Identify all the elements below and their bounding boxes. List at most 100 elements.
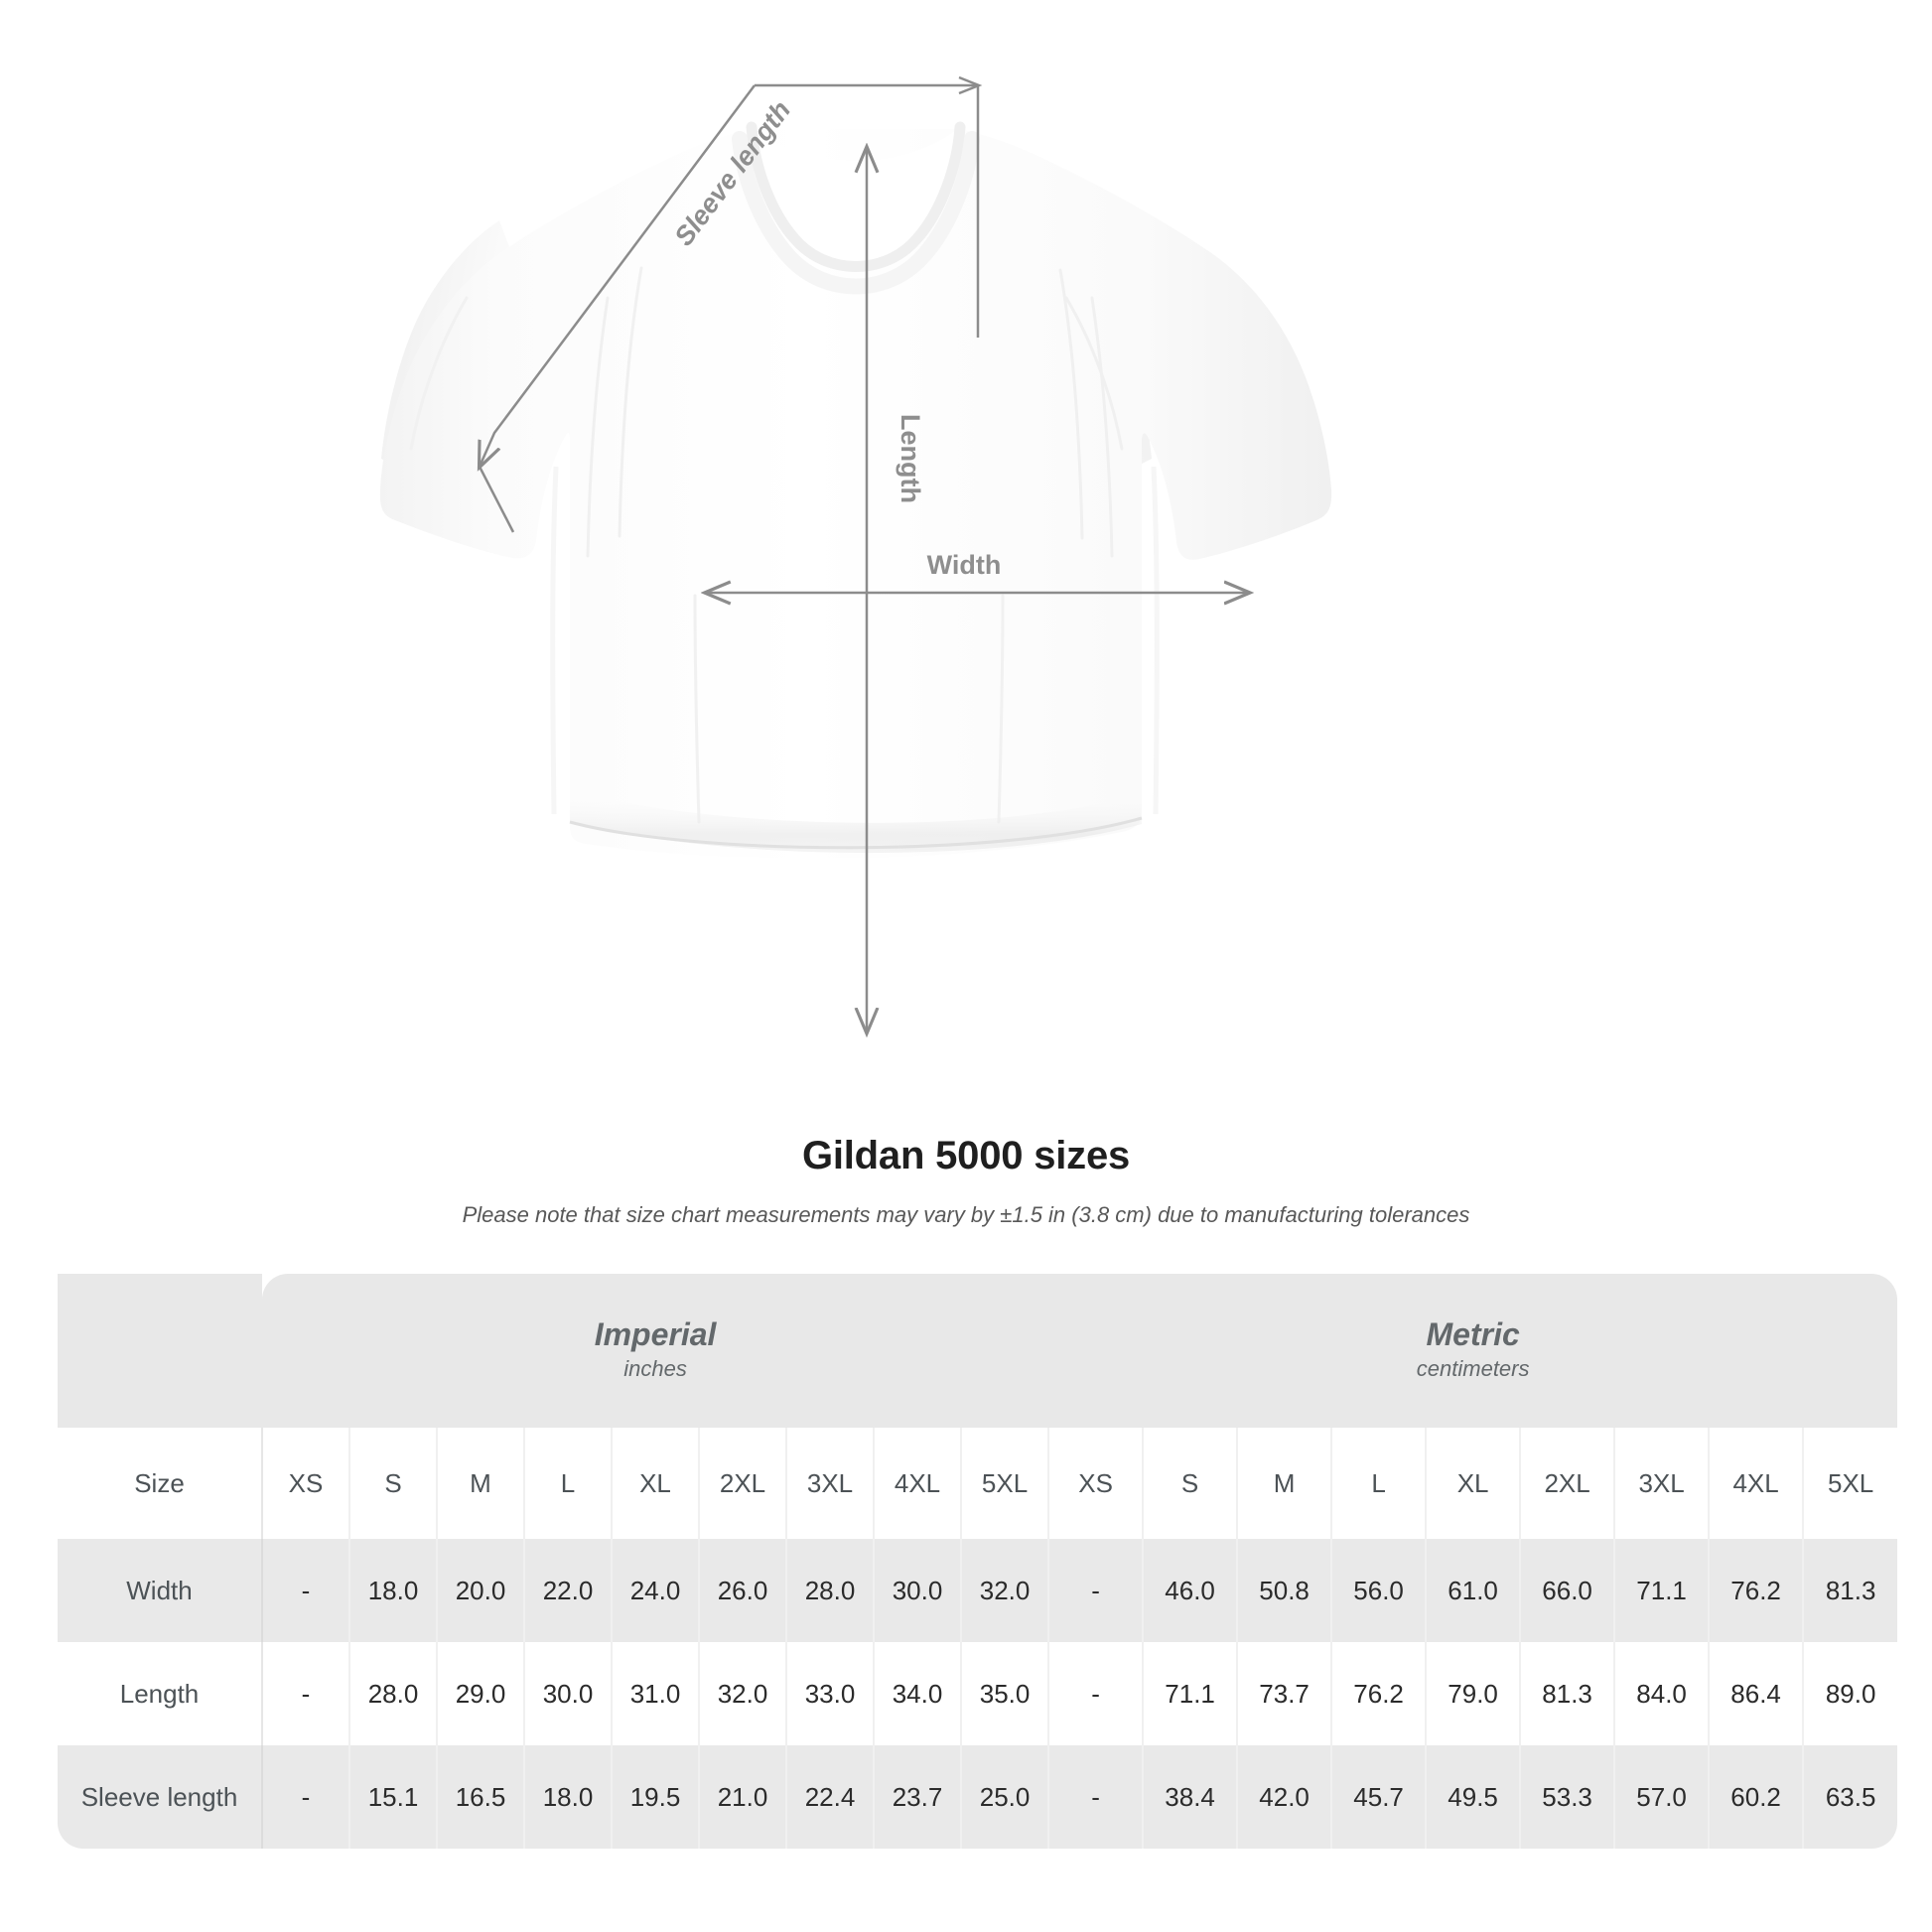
cell-sleeve-length-imperial-2xl: 21.0 bbox=[699, 1745, 787, 1849]
row-label-sleeve-length: Sleeve length bbox=[58, 1745, 263, 1849]
cell-length-imperial-m: 29.0 bbox=[437, 1642, 525, 1745]
cell-length-imperial-4xl: 34.0 bbox=[874, 1642, 962, 1745]
unit-group-sub: centimeters bbox=[1416, 1356, 1530, 1382]
cell-length-imperial-xs: - bbox=[262, 1642, 350, 1745]
size-header-imperial-l: L bbox=[524, 1428, 613, 1539]
unit-group-metric: Metric centimeters bbox=[1048, 1274, 1898, 1428]
size-header-metric-xs: XS bbox=[1048, 1428, 1145, 1539]
cell-length-imperial-s: 28.0 bbox=[349, 1642, 438, 1745]
cell-sleeve-length-imperial-xl: 19.5 bbox=[612, 1745, 700, 1849]
size-header-label: Size bbox=[58, 1428, 263, 1539]
cell-length-imperial-5xl: 35.0 bbox=[961, 1642, 1050, 1745]
title-block: Gildan 5000 sizes Please note that size … bbox=[0, 1132, 1932, 1230]
cell-length-metric-2xl: 81.3 bbox=[1520, 1642, 1616, 1745]
size-header-metric-3xl: 3XL bbox=[1614, 1428, 1711, 1539]
cell-length-metric-4xl: 86.4 bbox=[1709, 1642, 1805, 1745]
cell-sleeve-length-imperial-xs: - bbox=[262, 1745, 350, 1849]
cell-length-metric-5xl: 89.0 bbox=[1803, 1642, 1898, 1745]
unit-group-imperial: Imperial inches bbox=[262, 1274, 1049, 1428]
size-header-metric-2xl: 2XL bbox=[1520, 1428, 1616, 1539]
cell-width-imperial-xl: 24.0 bbox=[612, 1539, 700, 1642]
cell-width-metric-xl: 61.0 bbox=[1426, 1539, 1522, 1642]
cell-width-metric-s: 46.0 bbox=[1143, 1539, 1239, 1642]
size-header-imperial-xl: XL bbox=[612, 1428, 700, 1539]
cell-width-metric-3xl: 71.1 bbox=[1614, 1539, 1711, 1642]
cell-length-metric-s: 71.1 bbox=[1143, 1642, 1239, 1745]
cell-width-metric-5xl: 81.3 bbox=[1803, 1539, 1898, 1642]
cell-length-metric-m: 73.7 bbox=[1237, 1642, 1333, 1745]
tshirt-shape bbox=[379, 121, 1332, 859]
cell-length-metric-l: 76.2 bbox=[1331, 1642, 1428, 1745]
size-header-metric-m: M bbox=[1237, 1428, 1333, 1539]
cell-length-imperial-2xl: 32.0 bbox=[699, 1642, 787, 1745]
cell-sleeve-length-metric-xs: - bbox=[1048, 1745, 1145, 1849]
unit-header-row: Imperial inches Metric centimeters bbox=[58, 1274, 1898, 1428]
measurement-lines bbox=[478, 75, 1249, 1033]
cell-width-metric-xs: - bbox=[1048, 1539, 1145, 1642]
cell-width-metric-l: 56.0 bbox=[1331, 1539, 1428, 1642]
size-header-imperial-s: S bbox=[349, 1428, 438, 1539]
sleeve-end-tick bbox=[478, 466, 515, 533]
size-chart-table: Imperial inches Metric centimeters Size XS S M L… bbox=[58, 1274, 1898, 1849]
cell-sleeve-length-imperial-l: 18.0 bbox=[524, 1745, 613, 1849]
unit-corner-cell bbox=[58, 1274, 262, 1428]
size-header-metric-xl: XL bbox=[1426, 1428, 1522, 1539]
cell-width-metric-4xl: 76.2 bbox=[1709, 1539, 1805, 1642]
page-title: Gildan 5000 sizes bbox=[801, 1134, 1131, 1177]
cell-sleeve-length-metric-l: 45.7 bbox=[1331, 1745, 1428, 1849]
cell-sleeve-length-imperial-4xl: 23.7 bbox=[874, 1745, 962, 1849]
cell-sleeve-length-metric-xl: 49.5 bbox=[1426, 1745, 1522, 1849]
unit-group-sub: inches bbox=[623, 1356, 687, 1382]
size-header-metric-5xl: 5XL bbox=[1803, 1428, 1898, 1539]
cell-width-imperial-s: 18.0 bbox=[349, 1539, 438, 1642]
cell-width-imperial-4xl: 30.0 bbox=[874, 1539, 962, 1642]
cell-width-imperial-xs: - bbox=[262, 1539, 350, 1642]
size-header-imperial-m: M bbox=[437, 1428, 525, 1539]
size-header-imperial-2xl: 2XL bbox=[699, 1428, 787, 1539]
size-header-imperial-4xl: 4XL bbox=[874, 1428, 962, 1539]
size-header-row: Size XS S M L XL 2XL 3XL 4XL 5XL XS S M L XL 2XL 3XL 4XL 5… bbox=[58, 1428, 1898, 1539]
cell-sleeve-length-imperial-m: 16.5 bbox=[437, 1745, 525, 1849]
cell-width-metric-2xl: 66.0 bbox=[1520, 1539, 1616, 1642]
length-label: Length bbox=[896, 414, 925, 503]
cell-sleeve-length-imperial-s: 15.1 bbox=[349, 1745, 438, 1849]
cell-sleeve-length-metric-3xl: 57.0 bbox=[1614, 1745, 1711, 1849]
unit-group-name: Imperial bbox=[594, 1315, 717, 1352]
cell-sleeve-length-metric-5xl: 63.5 bbox=[1803, 1745, 1898, 1849]
cell-width-metric-m: 50.8 bbox=[1237, 1539, 1333, 1642]
width-label: Width bbox=[927, 550, 1002, 580]
tolerance-note: Please note that size chart measurements… bbox=[462, 1202, 1470, 1227]
cell-sleeve-length-metric-m: 42.0 bbox=[1237, 1745, 1333, 1849]
size-header-imperial-xs: XS bbox=[262, 1428, 350, 1539]
cell-sleeve-length-imperial-5xl: 25.0 bbox=[961, 1745, 1050, 1849]
cell-length-imperial-l: 30.0 bbox=[524, 1642, 613, 1745]
cell-width-imperial-3xl: 28.0 bbox=[786, 1539, 875, 1642]
cell-sleeve-length-metric-4xl: 60.2 bbox=[1709, 1745, 1805, 1849]
cell-width-imperial-l: 22.0 bbox=[524, 1539, 613, 1642]
row-label-length: Length bbox=[58, 1642, 263, 1745]
table-row: Sleeve length -15.1 16.5 18.0 19.5 21.0 22.4 23… bbox=[58, 1745, 1898, 1849]
tshirt-diagram: Sleeve length Length Width bbox=[379, 75, 1332, 1112]
cell-length-imperial-xl: 31.0 bbox=[612, 1642, 700, 1745]
cell-sleeve-length-metric-s: 38.4 bbox=[1143, 1745, 1239, 1849]
row-label-width: Width bbox=[58, 1539, 263, 1642]
tshirt-illustration: Sleeve length Length Width bbox=[379, 75, 1332, 1112]
cell-sleeve-length-imperial-3xl: 22.4 bbox=[786, 1745, 875, 1849]
cell-length-imperial-3xl: 33.0 bbox=[786, 1642, 875, 1745]
table-row: Length -28.0 29.0 30.0 31.0 32.0 33.0 34.0 35.0-… bbox=[58, 1642, 1898, 1745]
cell-length-metric-xs: - bbox=[1048, 1642, 1145, 1745]
size-header-metric-s: S bbox=[1143, 1428, 1239, 1539]
size-header-imperial-5xl: 5XL bbox=[961, 1428, 1050, 1539]
size-header-imperial-3xl: 3XL bbox=[786, 1428, 875, 1539]
size-header-metric-4xl: 4XL bbox=[1709, 1428, 1805, 1539]
unit-group-name: Metric bbox=[1426, 1315, 1520, 1352]
sleeve-diagonal bbox=[480, 84, 757, 467]
sleeve-arrowhead bbox=[958, 75, 983, 95]
cell-sleeve-length-metric-2xl: 53.3 bbox=[1520, 1745, 1616, 1849]
cell-width-imperial-5xl: 32.0 bbox=[961, 1539, 1050, 1642]
cell-width-imperial-m: 20.0 bbox=[437, 1539, 525, 1642]
table-row: Width -18.0 20.0 22.0 24.0 26.0 28.0 30.0 32.0-4… bbox=[58, 1539, 1898, 1642]
cell-length-metric-3xl: 84.0 bbox=[1614, 1642, 1711, 1745]
cell-length-metric-xl: 79.0 bbox=[1426, 1642, 1522, 1745]
size-header-metric-l: L bbox=[1331, 1428, 1428, 1539]
